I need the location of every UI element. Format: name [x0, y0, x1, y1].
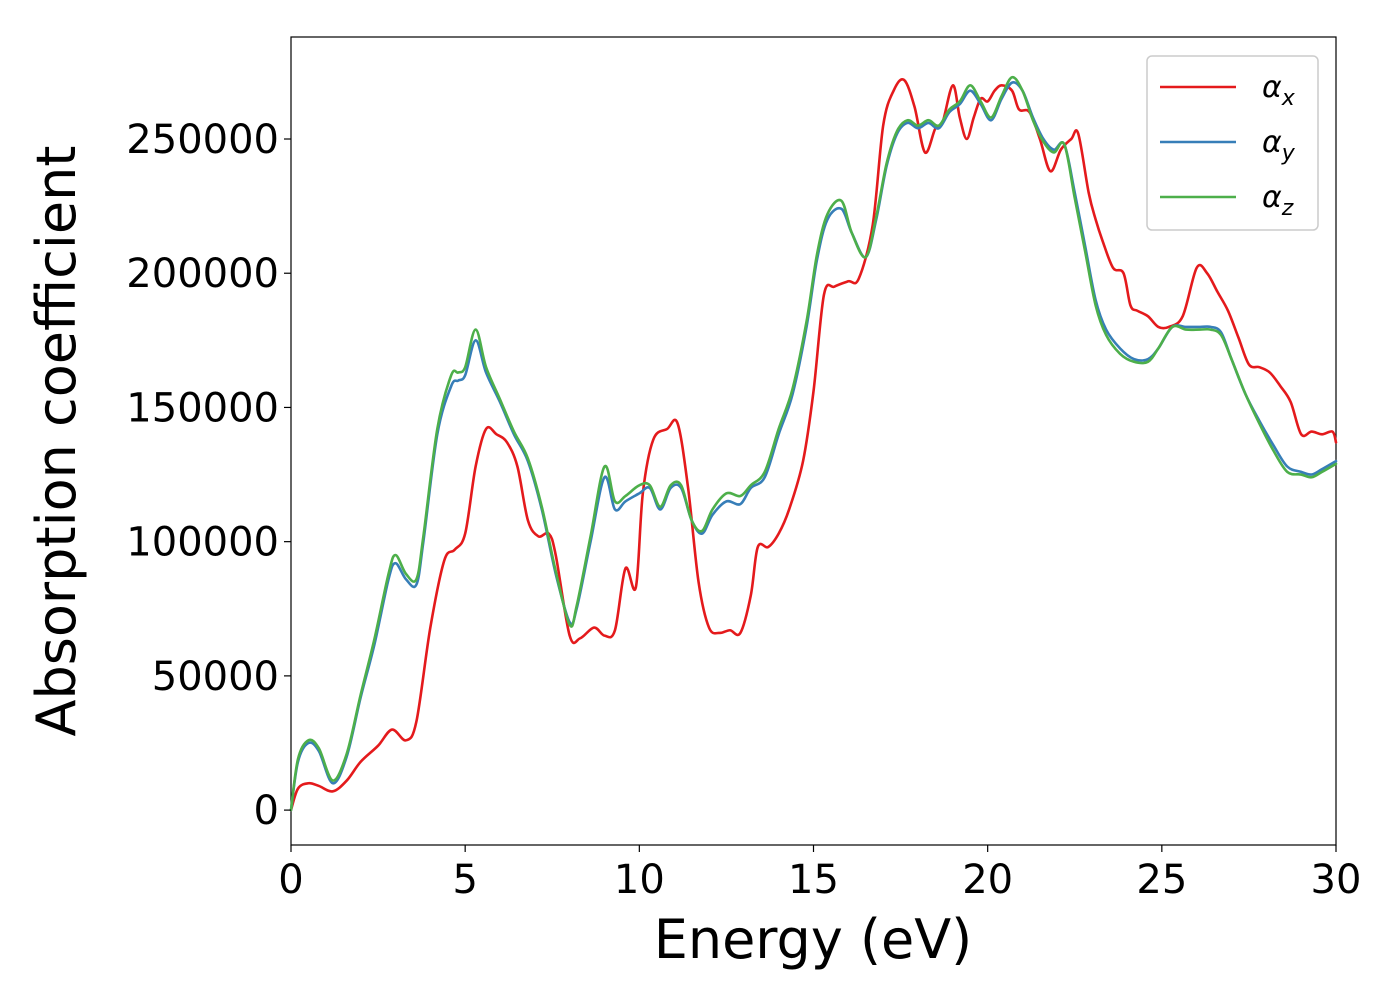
- legend-subscript: x: [1281, 86, 1296, 111]
- legend-symbol: α: [1262, 70, 1282, 105]
- y-tick-label: 0: [254, 788, 279, 834]
- x-tick-label: 25: [1136, 857, 1187, 903]
- x-tick-label: 10: [614, 857, 665, 903]
- x-tick-label: 20: [962, 857, 1013, 903]
- y-tick-label: 150000: [126, 385, 279, 431]
- y-tick-label: 200000: [126, 251, 279, 297]
- x-axis-ticks: 0 5 10 15 20 25 30: [278, 845, 1361, 903]
- legend-subscript: y: [1281, 141, 1296, 166]
- legend-label-z: αz: [1262, 180, 1294, 221]
- y-tick-label: 50000: [152, 654, 279, 700]
- legend-label-x: αx: [1262, 70, 1296, 111]
- series-layer: [289, 75, 1338, 812]
- x-tick-label: 5: [452, 857, 477, 903]
- x-tick-label: 30: [1311, 857, 1362, 903]
- y-tick-label: 250000: [126, 117, 279, 163]
- x-tick-label: 15: [788, 857, 839, 903]
- y-axis-ticks: 0 50000 100000 150000 200000 250000: [126, 117, 291, 834]
- y-tick-label: 100000: [126, 520, 279, 566]
- series-line-z: [289, 75, 1338, 812]
- legend-symbol: α: [1262, 125, 1282, 160]
- x-tick-label: 0: [278, 857, 303, 903]
- legend-subscript: z: [1281, 196, 1294, 221]
- y-axis-title: Absorption coefficient: [25, 146, 88, 737]
- legend-symbol: α: [1262, 180, 1282, 215]
- series-line-x: [289, 78, 1338, 812]
- legend-label-y: αy: [1262, 125, 1296, 166]
- x-axis-title: Energy (eV): [654, 908, 973, 971]
